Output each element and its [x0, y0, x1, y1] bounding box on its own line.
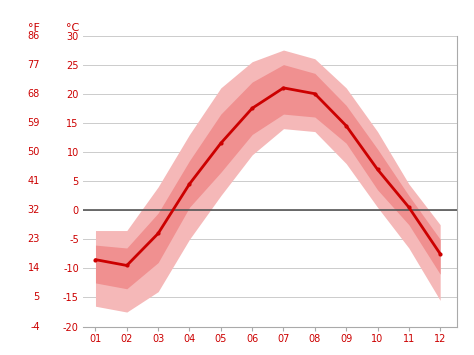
Text: 23: 23 — [27, 234, 40, 244]
Text: 86: 86 — [27, 31, 40, 40]
Text: 41: 41 — [27, 176, 40, 186]
Text: °F: °F — [28, 23, 40, 33]
Text: -4: -4 — [30, 322, 40, 332]
Text: 50: 50 — [27, 147, 40, 157]
Text: 5: 5 — [34, 293, 40, 302]
Text: 32: 32 — [27, 205, 40, 215]
Text: 77: 77 — [27, 60, 40, 70]
Text: 14: 14 — [27, 263, 40, 273]
Text: °C: °C — [66, 23, 79, 33]
Text: 59: 59 — [27, 118, 40, 128]
Text: 68: 68 — [27, 89, 40, 99]
